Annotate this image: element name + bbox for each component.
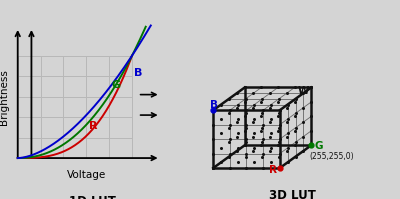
Text: G: G [315, 141, 323, 151]
Text: G: G [112, 80, 120, 91]
Text: W: W [297, 87, 309, 97]
Text: 1D LUT: 1D LUT [68, 195, 116, 199]
Text: R: R [88, 121, 97, 131]
Text: B: B [134, 68, 143, 78]
Text: R: R [269, 165, 277, 175]
Text: (255,255,0): (255,255,0) [310, 152, 354, 161]
Text: 3D LUT: 3D LUT [268, 189, 316, 199]
Text: Brightness: Brightness [0, 69, 8, 125]
Text: B: B [210, 100, 218, 110]
Text: Voltage: Voltage [67, 170, 106, 180]
